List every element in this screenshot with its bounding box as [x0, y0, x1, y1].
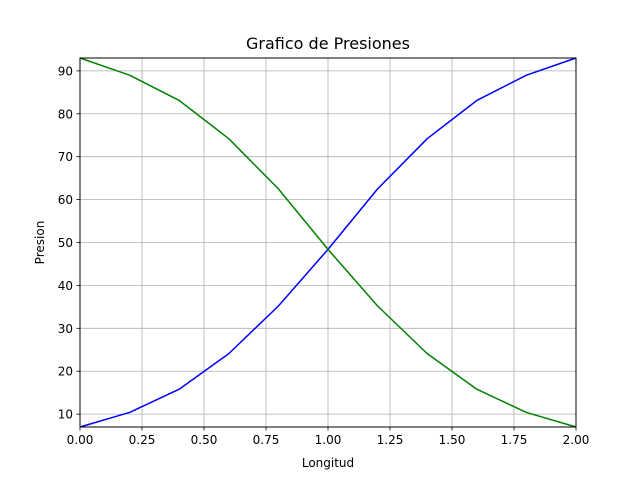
grid-lines [79, 58, 577, 427]
x-tick-label: 1.75 [501, 433, 528, 447]
y-tick-label: 30 [58, 322, 73, 336]
x-tick-label: 0.75 [253, 433, 280, 447]
x-axis-title: Longitud [302, 456, 354, 470]
y-tick-label: 10 [58, 408, 73, 422]
y-axis-title: Presion [33, 221, 47, 265]
x-tick-label: 2.00 [563, 433, 590, 447]
series-line-2 [79, 57, 577, 428]
x-tick-label: 1.25 [377, 433, 404, 447]
y-tick-label: 80 [58, 107, 73, 121]
y-tick-label: 20 [58, 365, 73, 379]
y-tick-label: 50 [58, 236, 73, 250]
y-tick-label: 60 [58, 193, 73, 207]
x-tick-label: 1.00 [315, 433, 342, 447]
x-tick-label: 0.00 [67, 433, 94, 447]
series-layer [79, 57, 577, 428]
x-tick-label: 0.25 [129, 433, 156, 447]
x-tick-label: 0.50 [191, 433, 218, 447]
chart-title: Grafico de Presiones [246, 34, 410, 53]
y-tick-label: 90 [58, 64, 73, 78]
y-tick-label: 70 [58, 150, 73, 164]
x-axis-ticks: 0.00 0.25 0.50 0.75 1.00 1.25 1.50 1.75 2.00 [67, 427, 590, 447]
y-tick-label: 40 [58, 279, 73, 293]
y-axis-ticks: 10 20 30 40 50 60 70 80 90 [58, 64, 80, 422]
x-tick-label: 1.50 [439, 433, 466, 447]
